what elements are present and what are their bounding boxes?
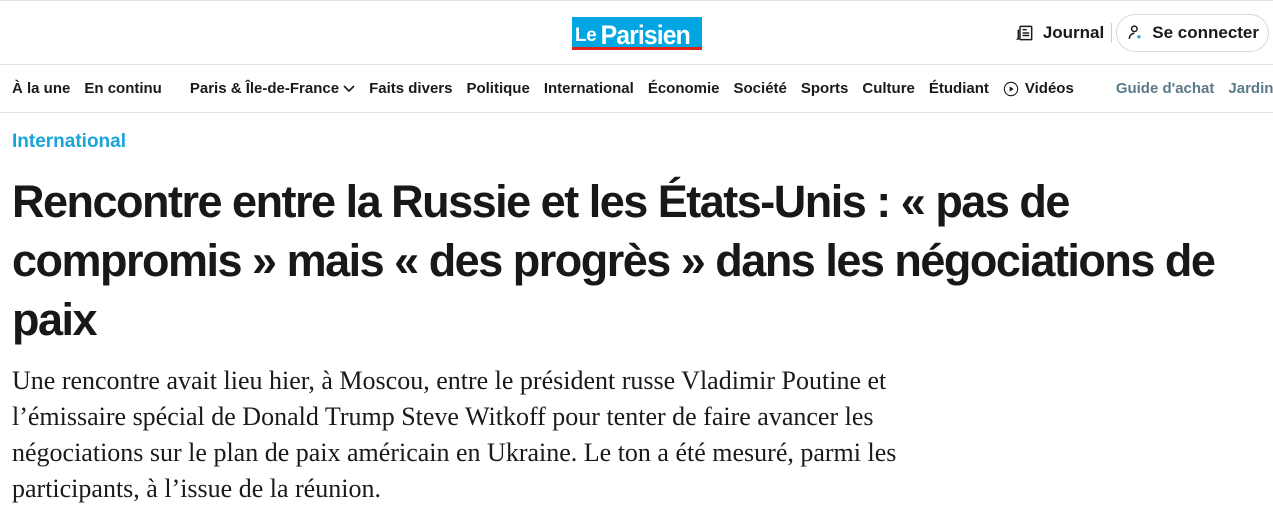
svg-text:Parisien: Parisien bbox=[600, 21, 689, 49]
svg-text:Le: Le bbox=[575, 25, 596, 46]
